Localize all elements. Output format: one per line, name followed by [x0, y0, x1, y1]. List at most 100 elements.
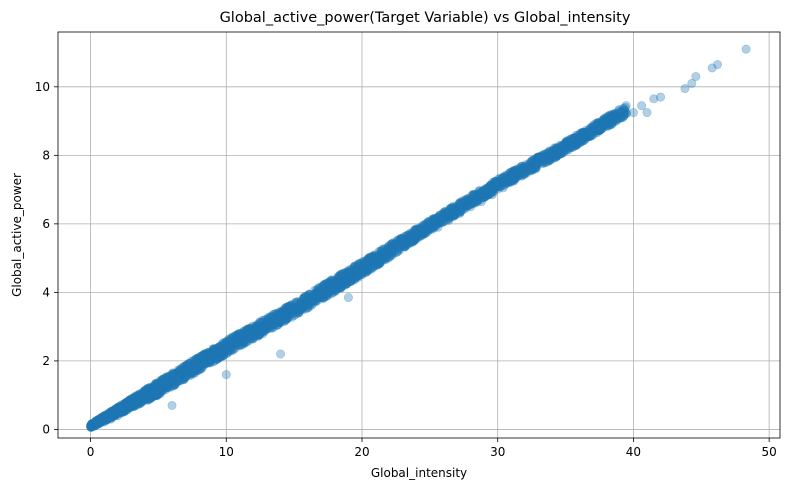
scatter-point — [538, 157, 548, 167]
scatter-point — [215, 343, 225, 353]
scatter-point — [107, 407, 117, 417]
scatter-point — [392, 236, 402, 246]
scatter-point — [618, 104, 628, 114]
scatter-point — [397, 236, 407, 246]
scatter-point — [302, 291, 312, 301]
scatter-point — [441, 208, 451, 218]
scatter-point — [162, 378, 172, 388]
scatter-point — [169, 378, 179, 388]
scatter-point — [146, 394, 156, 404]
scatter-point — [387, 246, 397, 256]
scatter-point — [121, 402, 131, 412]
scatter-point — [296, 305, 306, 315]
scatter-point — [518, 163, 528, 173]
scatter-point — [363, 254, 373, 264]
scatter-point — [444, 213, 454, 223]
scatter-point — [183, 362, 193, 372]
scatter-point — [594, 123, 604, 133]
scatter-point — [374, 258, 384, 268]
scatter-point — [235, 340, 245, 350]
scatter-point — [96, 416, 106, 426]
scatter-point — [235, 337, 245, 347]
scatter-point — [434, 218, 444, 228]
scatter-point — [282, 308, 292, 318]
scatter-point — [499, 172, 509, 182]
scatter-point — [429, 223, 439, 233]
scatter-point — [257, 321, 267, 331]
scatter-point — [449, 210, 459, 220]
scatter-point — [258, 321, 268, 331]
scatter-point — [398, 239, 408, 249]
scatter-point — [387, 244, 397, 254]
scatter-point — [101, 412, 111, 422]
scatter-point — [153, 383, 163, 393]
scatter-point — [191, 354, 201, 364]
scatter-point — [409, 231, 419, 241]
scatter-point — [156, 379, 166, 389]
scatter-point — [88, 420, 98, 430]
scatter-point — [572, 140, 582, 150]
scatter-point — [253, 330, 263, 340]
scatter-point — [145, 390, 155, 400]
scatter-point — [323, 289, 333, 299]
scatter-point — [342, 278, 352, 288]
scatter-point — [447, 203, 457, 213]
scatter-point — [334, 277, 344, 287]
scatter-point — [456, 207, 466, 217]
scatter-point — [297, 303, 307, 313]
scatter-point — [505, 177, 515, 187]
scatter-point — [182, 361, 192, 371]
scatter-point — [587, 126, 597, 136]
scatter-point — [504, 177, 514, 187]
scatter-point — [182, 363, 192, 373]
scatter-point — [346, 274, 356, 284]
scatter-point — [265, 315, 275, 325]
scatter-point — [542, 157, 552, 167]
scatter-point — [507, 171, 517, 181]
scatter-point — [483, 182, 493, 192]
scatter-point — [414, 227, 424, 237]
scatter-point — [521, 167, 531, 177]
scatter-point — [380, 249, 390, 259]
scatter-point — [504, 172, 514, 182]
scatter-point — [145, 392, 155, 402]
scatter-point — [408, 236, 418, 246]
scatter-point — [580, 127, 590, 137]
scatter-point — [88, 418, 98, 428]
scatter-point — [435, 217, 445, 227]
scatter-point — [405, 238, 415, 248]
scatter-point — [352, 264, 362, 274]
scatter-point — [389, 240, 399, 250]
scatter-point — [524, 162, 534, 172]
scatter-point — [170, 371, 180, 381]
scatter-point — [127, 399, 137, 409]
scatter-point — [173, 375, 183, 385]
scatter-point — [276, 318, 286, 328]
scatter-point — [504, 169, 514, 179]
scatter-point — [558, 143, 568, 153]
scatter-point — [121, 403, 131, 413]
scatter-point — [521, 162, 531, 172]
scatter-point — [328, 276, 338, 286]
scatter-point — [375, 258, 385, 268]
scatter-point — [618, 106, 628, 116]
scatter-point — [120, 406, 130, 416]
scatter-point — [197, 353, 207, 363]
scatter-point — [557, 147, 567, 157]
scatter-point — [114, 405, 124, 415]
scatter-point — [185, 369, 195, 379]
scatter-point — [192, 366, 202, 376]
scatter-point — [208, 344, 218, 354]
scatter-point — [94, 415, 104, 425]
scatter-point — [150, 391, 160, 401]
scatter-point — [133, 394, 143, 404]
scatter-point — [99, 413, 109, 423]
scatter-point — [364, 253, 374, 263]
scatter-point — [140, 391, 150, 401]
scatter-point — [255, 324, 265, 334]
scatter-point — [540, 150, 550, 160]
scatter-point — [144, 391, 154, 401]
scatter-point — [532, 163, 542, 173]
scatter-point — [299, 293, 309, 303]
scatter-point — [172, 373, 182, 383]
